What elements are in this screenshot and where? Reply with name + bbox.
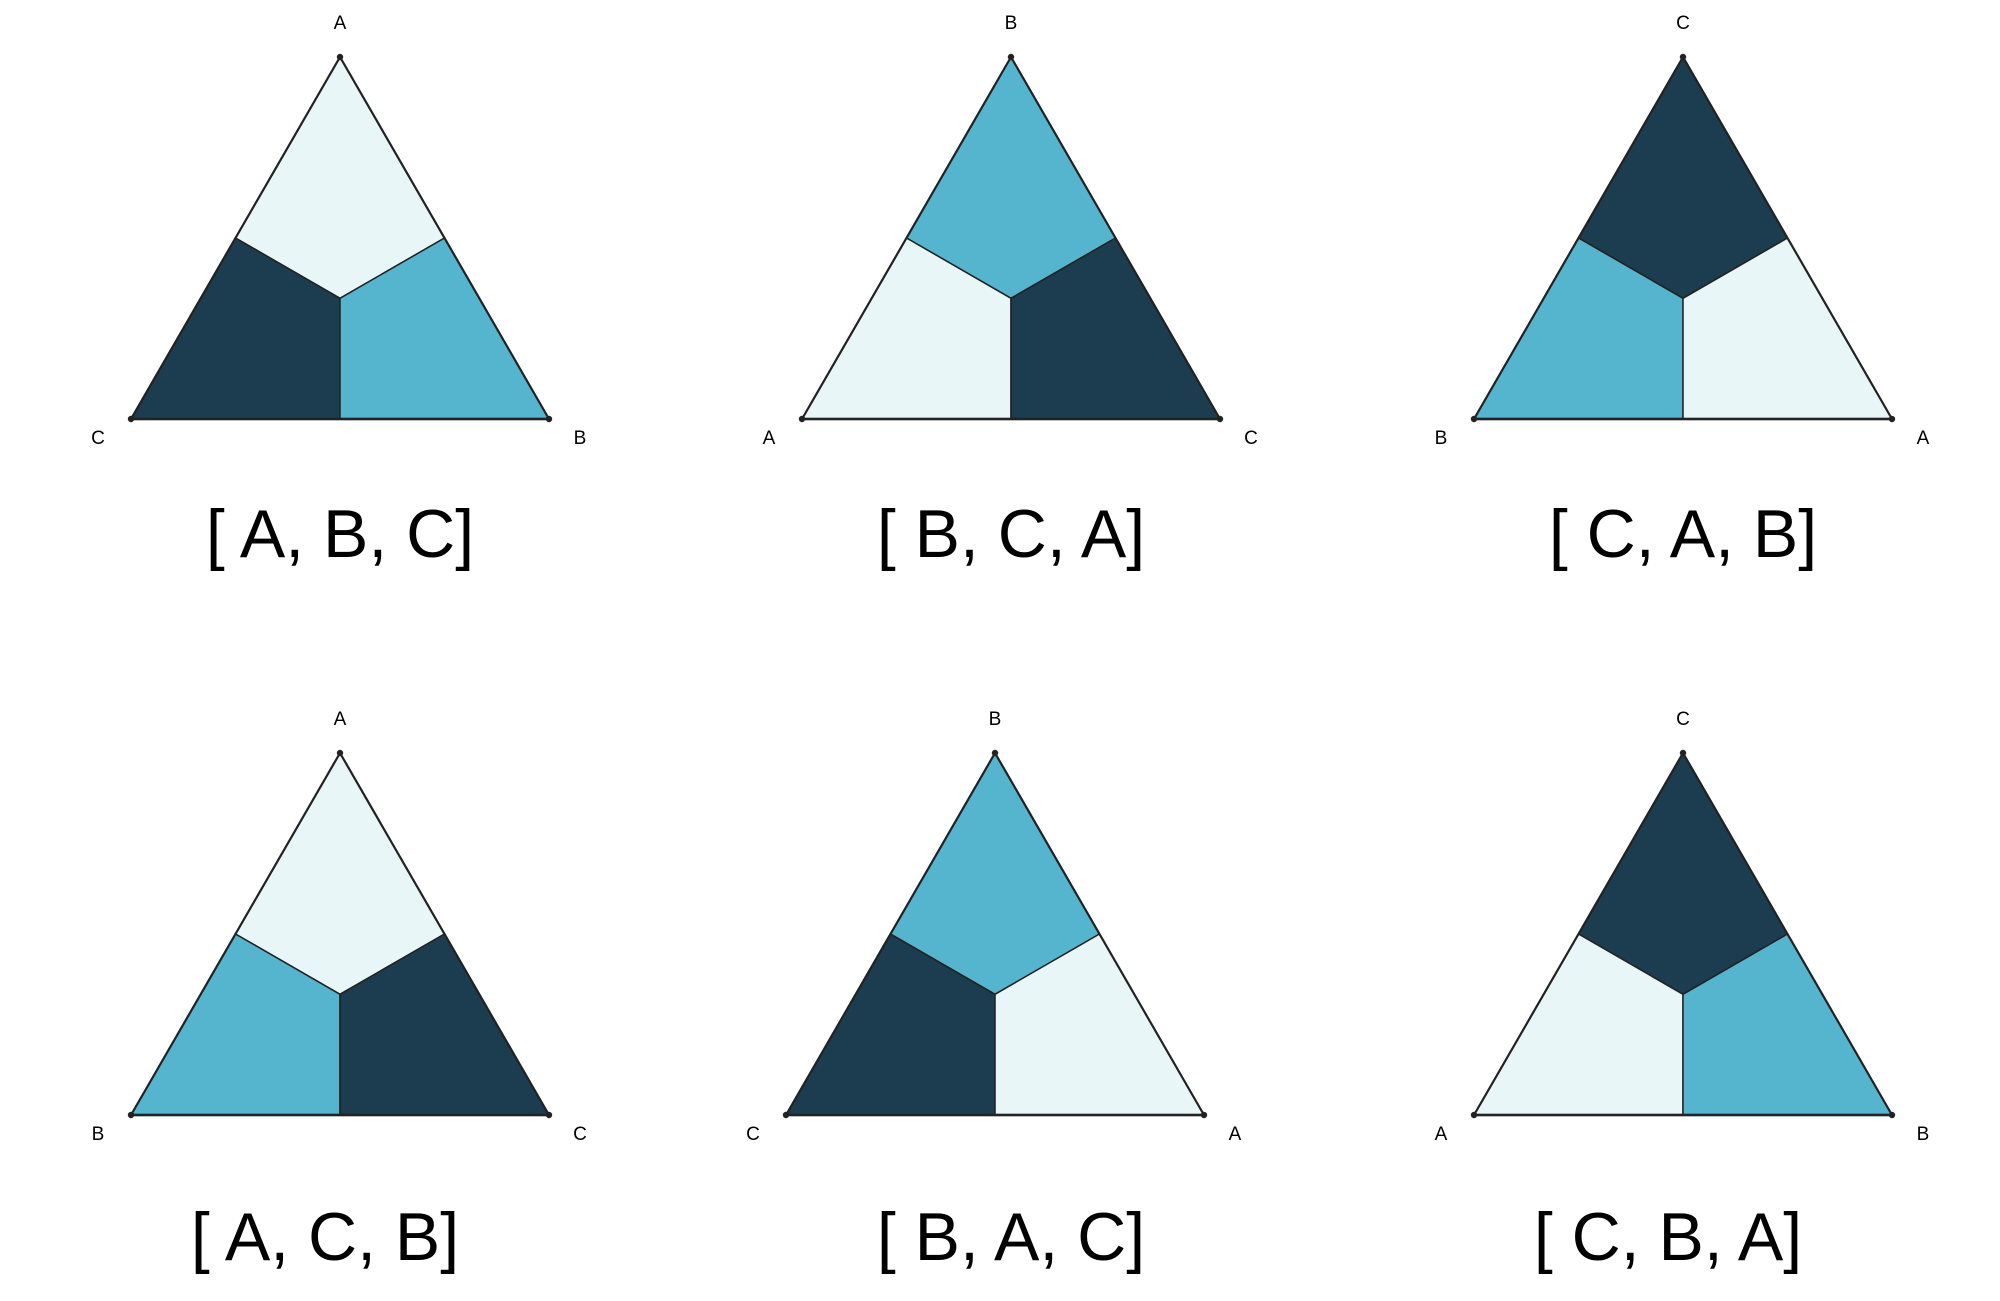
permutation-caption: [ A, C, B]	[191, 1199, 459, 1275]
vertex-dot-left	[1470, 1111, 1478, 1119]
vertex-label-top: B	[1005, 13, 1018, 34]
vertex-label-right: B	[574, 428, 587, 449]
vertex-dot-left	[798, 415, 806, 423]
vertex-label-left: A	[1435, 1124, 1448, 1145]
triangle-diagram: A C B [ A, B, C]	[91, 13, 586, 572]
permutation-caption: [ B, A, C]	[877, 1199, 1145, 1275]
vertex-dot-top	[1679, 53, 1687, 61]
vertex-label-left: B	[1435, 428, 1448, 449]
vertex-label-right: B	[1917, 1124, 1930, 1145]
triangle-diagram: C A B [ C, B, A]	[1435, 709, 1930, 1275]
vertex-label-left: C	[91, 428, 105, 449]
permutation-caption: [ B, C, A]	[877, 496, 1145, 572]
permutation-caption: [ A, B, C]	[206, 496, 474, 572]
vertex-dot-left	[127, 1111, 135, 1119]
permutation-caption: [ C, B, A]	[1534, 1199, 1802, 1275]
vertex-label-left: B	[92, 1124, 105, 1145]
vertex-label-top: A	[334, 13, 347, 34]
vertex-label-top: C	[1676, 13, 1690, 34]
vertex-dot-top	[1679, 749, 1687, 757]
triangle-diagram: B A C [ B, C, A]	[763, 13, 1258, 572]
vertex-label-top: B	[989, 709, 1002, 730]
vertex-label-right: C	[573, 1124, 587, 1145]
triangle-diagram: A B C [ A, C, B]	[92, 709, 587, 1275]
vertex-dot-top	[1007, 53, 1015, 61]
vertex-dot-right	[545, 1111, 553, 1119]
vertex-label-right: A	[1917, 428, 1930, 449]
triangle-diagram: C B A [ C, A, B]	[1435, 13, 1930, 572]
triangle-diagram: B C A [ B, A, C]	[746, 709, 1242, 1275]
vertex-dot-top	[336, 749, 344, 757]
vertex-dot-right	[1888, 415, 1896, 423]
vertex-dot-right	[1888, 1111, 1896, 1119]
vertex-label-top: A	[334, 709, 347, 730]
vertex-dot-right	[1200, 1111, 1208, 1119]
vertex-dot-right	[545, 415, 553, 423]
vertex-label-left: C	[746, 1124, 760, 1145]
vertex-label-right: A	[1229, 1124, 1242, 1145]
vertex-dot-left	[1470, 415, 1478, 423]
vertex-dot-top	[336, 53, 344, 61]
vertex-label-top: C	[1676, 709, 1690, 730]
vertex-dot-right	[1216, 415, 1224, 423]
vertex-label-left: A	[763, 428, 776, 449]
vertex-dot-left	[782, 1111, 790, 1119]
vertex-label-right: C	[1244, 428, 1258, 449]
vertex-dot-top	[991, 749, 999, 757]
permutation-caption: [ C, A, B]	[1549, 496, 1817, 572]
vertex-dot-left	[127, 415, 135, 423]
